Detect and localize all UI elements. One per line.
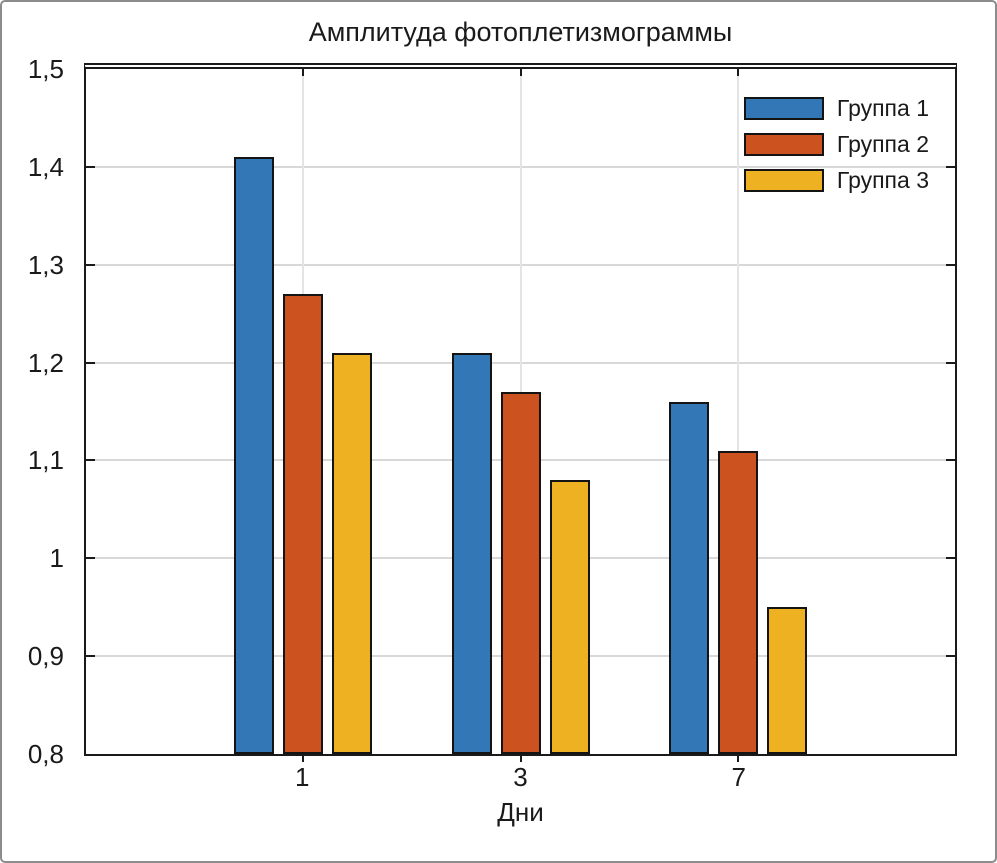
legend: Группа 1 Группа 2 Группа 3	[743, 95, 929, 193]
y-tick-label: 1,3	[27, 249, 64, 280]
chart-title: Амплитуда фотоплетизмограммы	[308, 17, 733, 47]
y-tick-mark	[946, 361, 955, 364]
legend-swatch-3	[743, 168, 824, 192]
bar-series-2-day-1	[283, 294, 324, 754]
bar-group-day-3	[451, 69, 590, 754]
x-tick-label: 3	[513, 762, 528, 792]
y-tick-label: 1,4	[27, 151, 64, 182]
x-tick-label: 7	[731, 762, 746, 792]
y-tick-mark	[86, 655, 95, 658]
y-tick-mark	[86, 557, 95, 560]
y-tick-mark	[946, 557, 955, 560]
x-tick-mark-top	[736, 69, 739, 76]
y-tick-label: 0,8	[27, 739, 64, 769]
legend-item-1: Группа 1	[743, 95, 929, 121]
legend-item-2: Группа 2	[743, 131, 929, 157]
y-tick-mark	[86, 361, 95, 364]
bar-group-day-1	[234, 69, 373, 754]
y-tick-label: 1,5	[27, 54, 64, 84]
x-tick-label: 1	[295, 762, 310, 792]
y-tick-mark	[86, 459, 95, 462]
x-axis-tick-labels: 1 3 7	[84, 762, 957, 794]
y-tick-label: 1,1	[27, 445, 64, 476]
y-tick-label: 0,9	[27, 641, 64, 672]
legend-label-3: Группа 3	[836, 167, 929, 193]
bar-series-1-day-7	[668, 401, 709, 754]
legend-swatch-2	[743, 132, 824, 156]
y-axis-tick-labels: 0,8 0,9 1 1,1 1,2 1,3 1,4 1,5	[2, 54, 72, 769]
x-tick-mark-bottom	[302, 756, 305, 762]
bar-series-3-day-7	[766, 607, 807, 754]
y-tick-mark	[946, 263, 955, 266]
y-tick-mark	[946, 165, 955, 168]
bar-series-1-day-1	[234, 157, 275, 754]
plot-area: Группа 1 Группа 2 Группа 3	[84, 63, 957, 762]
legend-label-2: Группа 2	[836, 131, 929, 157]
bar-group-day-7	[668, 69, 807, 754]
y-tick-mark	[86, 263, 95, 266]
plot-inner	[86, 69, 955, 762]
bar-series-2-day-3	[500, 391, 541, 754]
bar-series-2-day-7	[717, 450, 758, 754]
legend-swatch-1	[743, 96, 824, 120]
y-tick-mark	[86, 165, 95, 168]
y-tick-label: 1	[49, 543, 64, 574]
x-axis-label: Дни	[497, 797, 544, 827]
x-gridline	[736, 69, 739, 754]
x-tick-mark-bottom	[519, 756, 522, 762]
y-tick-mark	[946, 459, 955, 462]
y-tick-label: 1,2	[27, 347, 64, 378]
bar-series-3-day-1	[332, 352, 373, 754]
x-tick-mark-top	[302, 69, 305, 76]
bar-series-1-day-3	[451, 352, 492, 754]
legend-item-3: Группа 3	[743, 167, 929, 193]
legend-label-1: Группа 1	[836, 95, 929, 121]
x-tick-mark-bottom	[736, 756, 739, 762]
bar-series-3-day-3	[549, 480, 590, 754]
x-tick-mark-top	[519, 69, 522, 76]
y-tick-mark	[946, 655, 955, 658]
